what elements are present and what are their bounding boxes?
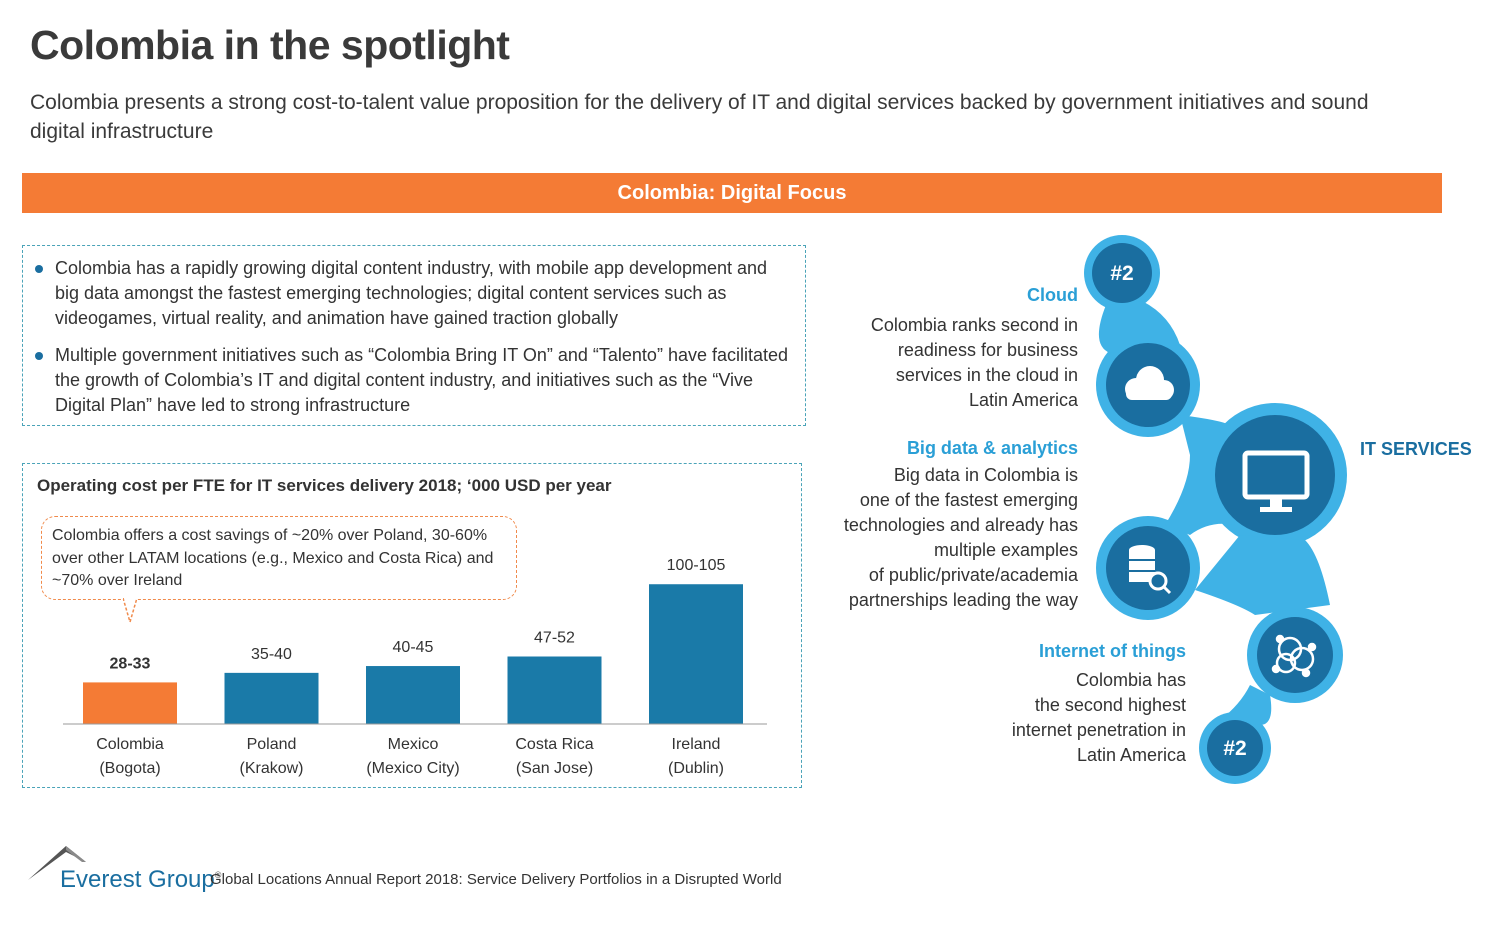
cloud-line: readiness for business xyxy=(897,340,1078,360)
category-sublabel: (Krakow) xyxy=(239,760,303,777)
key-points-list: Colombia has a rapidly growing digital c… xyxy=(35,256,789,418)
iot-line: Latin America xyxy=(1076,745,1186,765)
bar-costa-rica xyxy=(507,656,602,724)
cloud-icon xyxy=(1125,366,1174,400)
category-label: Colombia xyxy=(96,736,164,753)
cloud-description: Cloud Colombia ranks second in readiness… xyxy=(820,283,1078,413)
callout-tail xyxy=(123,598,137,623)
iot-description: Internet of things Colombia has the seco… xyxy=(960,639,1186,768)
data-label: 40-45 xyxy=(393,639,434,656)
chart-callout: Colombia offers a cost savings of ~20% o… xyxy=(41,516,517,600)
everest-logo-icon xyxy=(28,846,86,880)
cloud-line: services in the cloud in xyxy=(895,365,1078,385)
cloud-heading: Cloud xyxy=(1027,285,1078,305)
bigdata-heading: Big data & analytics xyxy=(906,438,1078,458)
chart-title: Operating cost per FTE for IT services d… xyxy=(37,476,612,495)
cloud-rank-badge: #2 xyxy=(1110,262,1133,285)
category-label: Ireland xyxy=(672,736,721,753)
cloud-line: Latin America xyxy=(968,390,1078,410)
category-label: Poland xyxy=(247,736,297,753)
cost-bar-chart: 28-33 Colombia (Bogota) 35-40 Poland (Krakow)… xyxy=(63,557,767,777)
node-circles xyxy=(1092,243,1335,776)
category-label: Costa Rica xyxy=(515,736,593,753)
bigdata-description: Big data & analytics Big data in Colombi… xyxy=(800,436,1078,613)
page-subtitle: Colombia presents a strong cost-to-talen… xyxy=(30,91,1369,143)
it-services-diagram: #2 #2 xyxy=(1084,235,1347,784)
cloud-line: Colombia ranks second in xyxy=(870,315,1078,335)
bar-ireland xyxy=(649,584,743,724)
bigdata-line: multiple examples xyxy=(933,540,1078,560)
iot-line: the second highest xyxy=(1034,695,1186,715)
category-sublabel: (Bogota) xyxy=(99,760,160,777)
key-points-box: Colombia has a rapidly growing digital c… xyxy=(22,245,806,426)
bar-mexico xyxy=(366,666,460,724)
data-label: 28-33 xyxy=(110,655,151,672)
bigdata-line: one of the fastest emerging xyxy=(859,490,1078,510)
bigdata-line: of public/private/academia xyxy=(868,565,1078,585)
category-label: Mexico xyxy=(388,736,439,753)
cost-chart-panel: Operating cost per FTE for IT services d… xyxy=(22,463,802,788)
bigdata-line: partnerships leading the way xyxy=(848,590,1078,610)
bullet-icon xyxy=(35,352,43,360)
category-sublabel: (Mexico City) xyxy=(366,760,459,777)
section-banner: Colombia: Digital Focus xyxy=(22,173,1442,213)
data-label: 100-105 xyxy=(667,557,726,574)
bigdata-line: technologies and already has xyxy=(843,515,1078,535)
iot-heading: Internet of things xyxy=(1039,641,1186,661)
it-services-label: IT SERVICES xyxy=(1360,439,1472,459)
data-label: 35-40 xyxy=(251,646,292,663)
registered-mark: ® xyxy=(214,870,222,880)
network-icon xyxy=(1271,634,1317,678)
monitor-icon xyxy=(1242,450,1310,512)
category-sublabel: (San Jose) xyxy=(516,760,593,777)
bigdata-line: Big data in Colombia is xyxy=(893,465,1078,485)
iot-line: internet penetration in xyxy=(1011,720,1186,740)
iot-rank-badge: #2 xyxy=(1223,737,1246,760)
iot-line: Colombia has xyxy=(1075,670,1186,690)
bullet-icon xyxy=(35,265,43,273)
bar-colombia xyxy=(83,682,177,724)
category-sublabel: (Dublin) xyxy=(668,760,724,777)
page-title: Colombia in the spotlight xyxy=(30,22,510,68)
data-label: 47-52 xyxy=(534,630,575,647)
list-item: Multiple government initiatives such as … xyxy=(35,343,789,418)
footer-report-title: Global Locations Annual Report 2018: Ser… xyxy=(210,871,782,888)
footer-brand: Everest Group® xyxy=(60,866,222,893)
bar-poland xyxy=(224,672,319,724)
database-search-icon xyxy=(1129,545,1172,595)
list-item: Colombia has a rapidly growing digital c… xyxy=(35,256,789,331)
